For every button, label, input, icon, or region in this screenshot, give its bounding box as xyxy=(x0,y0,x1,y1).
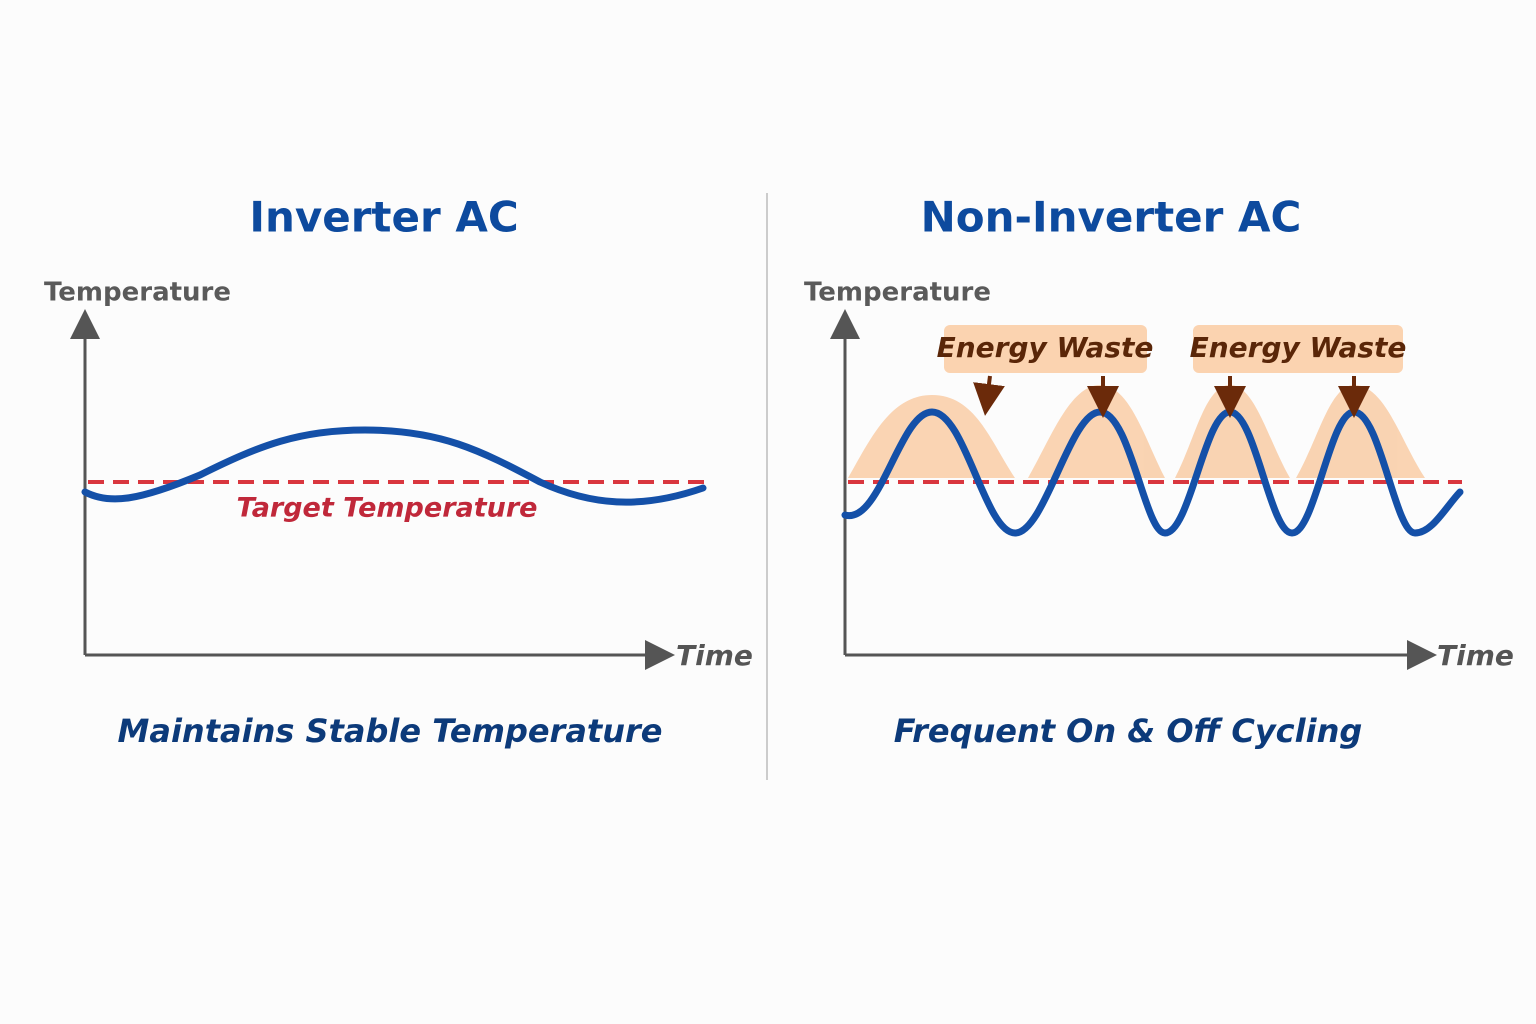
caption: Frequent On & Off Cycling xyxy=(894,712,1363,750)
callout-label: Energy Waste xyxy=(1190,331,1407,364)
target-label: Target Temperature xyxy=(236,493,537,524)
y-axis-label: Temperature xyxy=(44,278,231,308)
callout-box xyxy=(1193,325,1403,373)
caption: Maintains Stable Temperature xyxy=(118,712,663,750)
callout-arrows xyxy=(973,375,1370,418)
panel-title: Non-Inverter AC xyxy=(921,193,1302,242)
callout-label: Energy Waste xyxy=(937,331,1154,364)
x-axis-label: Time xyxy=(676,639,753,672)
temperature-curve xyxy=(841,408,1464,537)
y-axis-label: Temperature xyxy=(804,278,991,308)
panel-title: Inverter AC xyxy=(249,193,518,242)
x-axis-label: Time xyxy=(1437,639,1514,672)
callout-box xyxy=(944,325,1147,373)
temperature-curve xyxy=(81,426,707,506)
